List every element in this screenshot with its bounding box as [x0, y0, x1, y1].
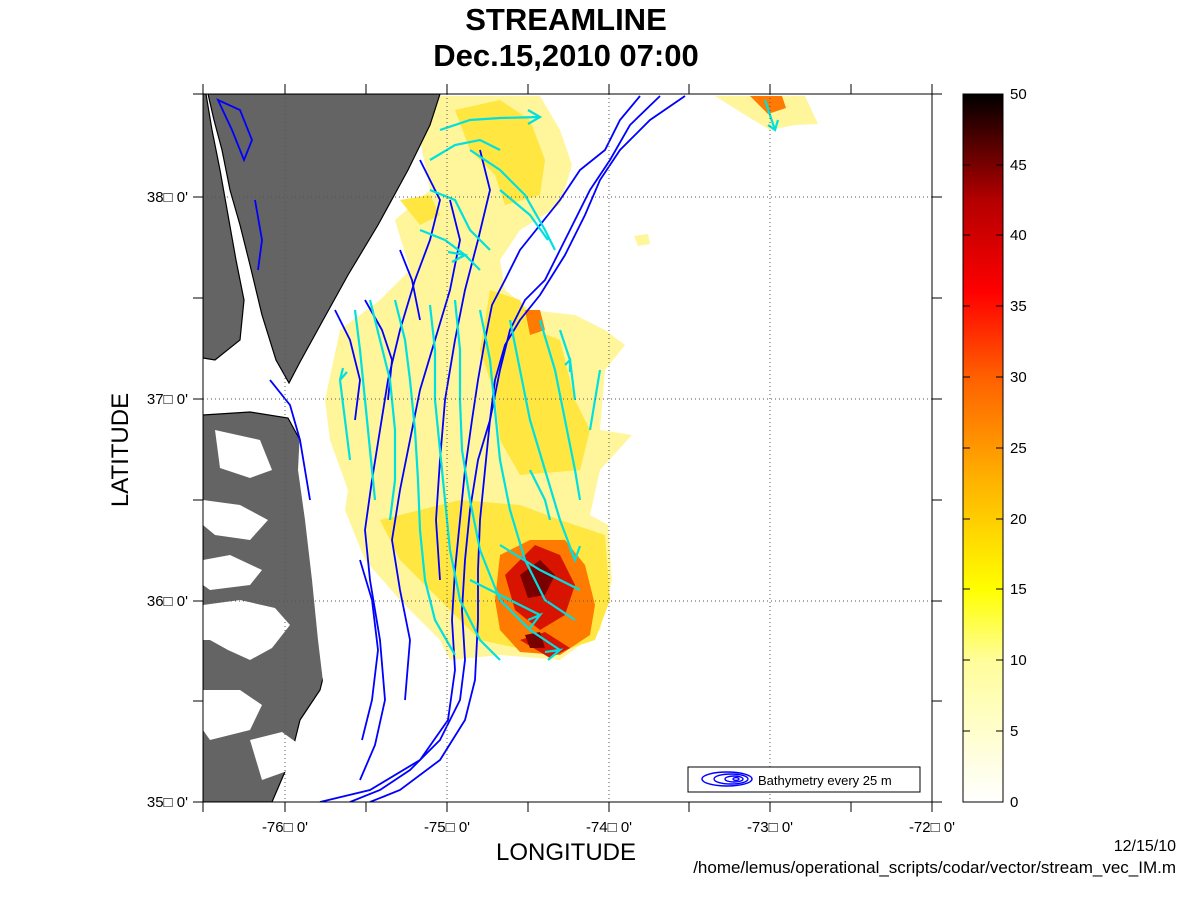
- streamline-arrowheads: [338, 109, 780, 661]
- bathymetry-legend: Bathymetry every 25 m: [687, 766, 921, 793]
- x-tick-label: -74□ 0': [586, 819, 632, 836]
- streamline-20: [469, 579, 541, 616]
- streamline-11: [428, 304, 501, 661]
- bathymetry-shelf-3: [435, 149, 491, 581]
- colorbar-tick-label: 50: [1010, 86, 1027, 103]
- speed-field-darkred: [520, 560, 555, 648]
- x-tick-label: -76□ 0': [262, 819, 308, 836]
- bathymetry-nearshore-4: [399, 249, 421, 321]
- map-frame: [202, 93, 933, 803]
- streamline-10: [393, 299, 456, 656]
- arrowhead-4: [564, 357, 572, 372]
- colorbar-tick-label: 20: [1010, 511, 1027, 528]
- delmarva-peninsula: [207, 94, 441, 385]
- sound-5: [203, 690, 262, 740]
- colorbar-ticks: [963, 93, 1003, 803]
- bathymetry-nearshore-2: [334, 309, 361, 421]
- map-subtitle-date: Dec.15,2010 07:00: [433, 38, 699, 73]
- bathymetry-contour-icon: [701, 771, 753, 787]
- streamline-9: [368, 299, 397, 521]
- y-axis-title: LATITUDE: [107, 393, 134, 507]
- streamline-12: [453, 299, 561, 651]
- x-tick-label: -75□ 0': [424, 819, 470, 836]
- streamline-7: [338, 379, 352, 461]
- streamline-6: [499, 189, 549, 241]
- arrowhead-7: [544, 648, 564, 661]
- footer-script-path: /home/lemus/operational_scripts/codar/ve…: [693, 858, 1176, 877]
- bathymetry-contour-3: [319, 95, 641, 802]
- streamline-13: [478, 309, 576, 621]
- x-tick-label: -73□ 0': [747, 819, 793, 836]
- streamline-15: [538, 319, 582, 501]
- colorbar-tick-label: 10: [1010, 652, 1027, 669]
- x-tick-label: -72□ 0': [909, 819, 955, 836]
- streamline-8: [353, 309, 377, 501]
- bathymetry-shelf-2: [391, 199, 461, 701]
- bathymetry-coast: [269, 379, 311, 501]
- streamline-3: [469, 149, 556, 251]
- bathymetry-shelf-1: [359, 159, 441, 781]
- streamline-14: [508, 319, 577, 561]
- pamlico-sound: [203, 600, 290, 660]
- map-grid: [203, 94, 932, 802]
- sound-6: [250, 732, 300, 780]
- bathymetry-bay-1: [216, 98, 253, 163]
- streamline-18: [529, 469, 552, 521]
- barrier-lagoon: [298, 430, 345, 770]
- bathymetry-contour-1: [349, 95, 661, 802]
- legend-box: [687, 766, 921, 793]
- colorbar: 0 5 10 15 20 25 30 35 40 45 50: [962, 86, 1027, 811]
- arrowhead-3: [447, 250, 469, 263]
- y-tick-label: 38□ 0': [147, 189, 188, 206]
- sound-1: [215, 430, 272, 478]
- bathymetry-bay-2: [254, 199, 263, 271]
- streamline-19: [499, 544, 581, 591]
- sound-3: [203, 555, 262, 590]
- streamline-1: [439, 115, 541, 132]
- arrowhead-6: [527, 612, 544, 629]
- sound-2: [203, 500, 268, 540]
- western-shore: [203, 94, 245, 361]
- streamline-2: [429, 138, 501, 161]
- colorbar-tick-label: 35: [1010, 298, 1027, 315]
- colorbar-tick-label: 5: [1010, 723, 1018, 740]
- colorbar-tick-label: 40: [1010, 227, 1027, 244]
- speed-field-pale-islet: [634, 234, 650, 246]
- streamline-17: [588, 369, 602, 431]
- bathymetry-nearshore-1: [359, 559, 379, 741]
- y-tick-label: 35□ 0': [147, 794, 188, 811]
- y-tick-label: 36□ 0': [147, 593, 188, 610]
- colorbar-tick-label: 15: [1010, 581, 1027, 598]
- footer-date: 12/15/10: [1113, 838, 1176, 855]
- streamline-4: [429, 188, 491, 251]
- legend-label: Bathymetry every 25 m: [758, 773, 892, 788]
- land-water-features: [203, 430, 345, 780]
- arrowhead-1: [527, 109, 543, 125]
- colorbar-tick-label: 25: [1010, 440, 1027, 457]
- streamline-5: [419, 228, 481, 271]
- y-tick-label: 37□ 0': [147, 391, 188, 408]
- colorbar-tick-label: 30: [1010, 369, 1027, 386]
- colorbar-tick-label: 0: [1010, 794, 1018, 811]
- speed-field-pale-ne: [715, 96, 818, 130]
- colorbar-tick-label: 45: [1010, 157, 1027, 174]
- current-streamlines: [338, 99, 777, 661]
- x-axis-title: LONGITUDE: [496, 839, 636, 866]
- arrowhead-5: [568, 545, 582, 564]
- bathymetry-contour-2: [369, 95, 686, 802]
- map-title: STREAMLINE: [465, 2, 667, 37]
- axis-ticks: [193, 84, 942, 812]
- bathymetry-contours: [216, 95, 686, 802]
- arrowhead-2: [338, 367, 348, 381]
